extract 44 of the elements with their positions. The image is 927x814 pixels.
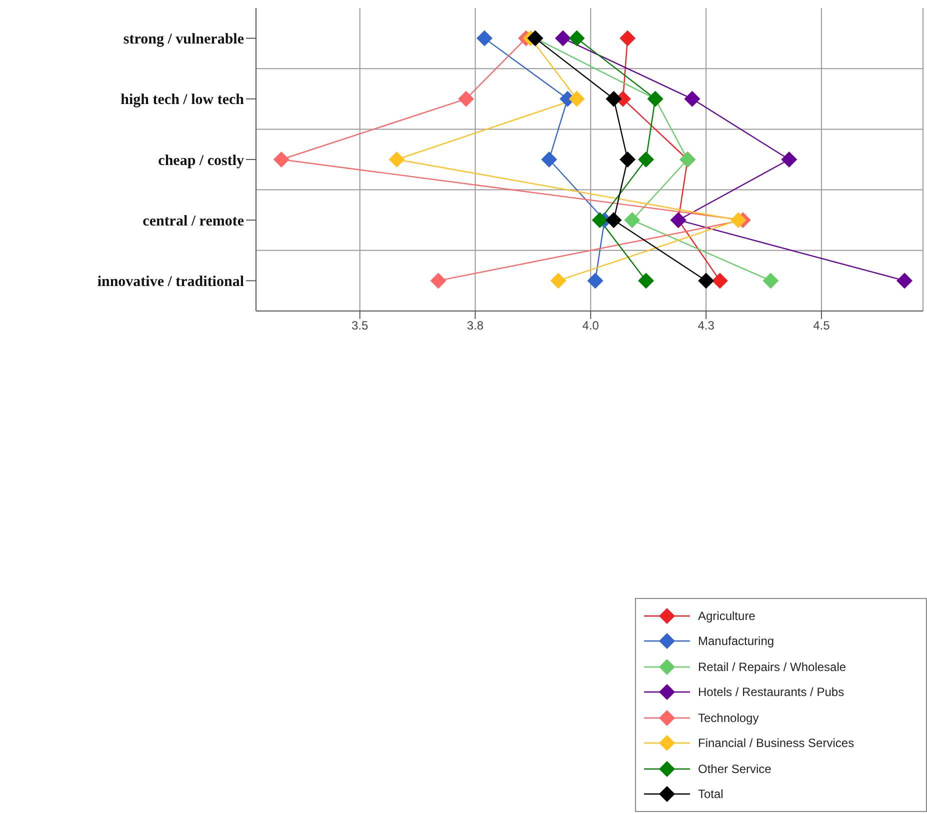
point	[712, 272, 728, 289]
point	[762, 272, 779, 289]
legend-label: Technology	[698, 710, 759, 725]
x-tick-label: 4.5	[813, 318, 830, 333]
point	[273, 152, 290, 168]
y-tick-label: strong / vulnerable	[123, 32, 244, 48]
point	[684, 90, 700, 107]
point	[592, 212, 608, 228]
legend-label: Agriculture	[698, 608, 756, 623]
point	[606, 212, 622, 228]
point	[606, 90, 622, 107]
point	[638, 272, 654, 289]
point	[568, 90, 585, 107]
x-tick-label: 3.8	[466, 318, 484, 333]
x-tick-label: 4.0	[582, 318, 600, 333]
legend-label: Hotels / Restaurants / Pubs	[698, 685, 844, 700]
point	[458, 90, 474, 107]
point	[896, 272, 913, 289]
point	[620, 152, 636, 168]
point	[550, 272, 566, 289]
point	[781, 152, 798, 168]
point	[698, 272, 714, 289]
legend-label: Total	[698, 787, 724, 802]
x-tick-label: 3.5	[352, 318, 369, 333]
point	[624, 212, 640, 228]
y-tick-label: innovative / traditional	[97, 274, 244, 290]
point	[430, 272, 446, 289]
point	[587, 272, 604, 289]
y-tick-label: high tech / low tech	[120, 92, 245, 108]
point	[554, 30, 571, 46]
point	[620, 30, 636, 46]
point	[388, 152, 405, 168]
point	[476, 30, 492, 46]
legend-label: Financial / Business Services	[698, 736, 854, 750]
point	[541, 152, 558, 168]
point	[638, 152, 654, 168]
legend-label: Retail / Repairs / Wholesale	[698, 660, 846, 674]
x-tick-label: 4.3	[698, 318, 715, 333]
legend-label: Manufacturing	[698, 634, 774, 648]
point	[730, 212, 746, 228]
y-tick-label: central / remote	[142, 213, 244, 230]
legend-label: Other Service	[698, 762, 772, 776]
point	[568, 30, 585, 46]
y-tick-label: cheap / costly	[158, 152, 244, 169]
